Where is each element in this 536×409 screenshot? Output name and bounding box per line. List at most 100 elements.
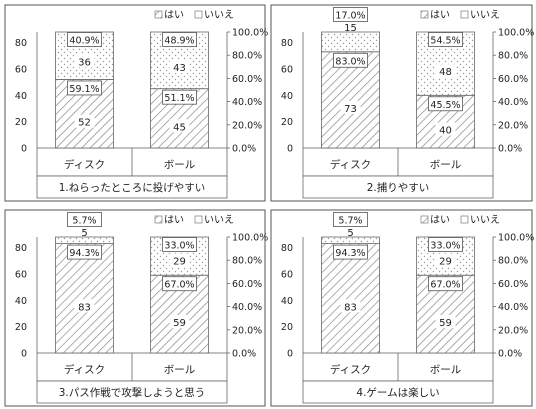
category-label: ディスク bbox=[330, 158, 371, 171]
percent-label-yes: 67.0% bbox=[164, 280, 194, 291]
percent-label-no: 54.5% bbox=[430, 36, 460, 47]
percent-label-no-box bbox=[333, 212, 368, 227]
right-tick-label: 40.0% bbox=[232, 97, 262, 108]
left-tick-label: 60 bbox=[15, 64, 27, 75]
right-tick-label: 80.0% bbox=[498, 256, 528, 267]
right-tick-label: 0.0% bbox=[232, 349, 256, 360]
percent-label-no: 17.0% bbox=[335, 11, 365, 22]
left-tick-label: 80 bbox=[281, 38, 293, 49]
value-label-no: 43 bbox=[173, 63, 186, 74]
bar-no bbox=[321, 31, 380, 53]
right-tick-label: 0.0% bbox=[498, 349, 522, 360]
percent-label-no-box bbox=[428, 32, 463, 47]
legend-swatch-yes bbox=[154, 10, 163, 19]
value-label-no-bg bbox=[169, 253, 190, 267]
value-label-yes: 52 bbox=[78, 118, 91, 129]
percent-label-no: 40.9% bbox=[69, 36, 99, 47]
legend-swatch-no bbox=[194, 10, 203, 19]
chart-panel-2: 0 20 40 60 80 0.0% 20.0% 40.0% 60.0% 80.0% 100.0% 7… bbox=[270, 4, 534, 202]
percent-label-yes-box bbox=[67, 244, 102, 260]
value-label-no: 5 bbox=[347, 228, 353, 239]
bar-no bbox=[416, 31, 475, 96]
percent-label-no-box bbox=[162, 237, 197, 252]
percent-label-no-box bbox=[67, 212, 102, 227]
legend-swatch-no bbox=[460, 10, 469, 19]
value-label-yes: 83 bbox=[78, 302, 91, 313]
legend-label-no: いいえ bbox=[204, 9, 234, 21]
percent-label-no-box bbox=[428, 237, 463, 252]
left-tick-label: 40 bbox=[15, 296, 27, 307]
percent-label-yes-box bbox=[162, 89, 197, 105]
legend-label-yes: はい bbox=[164, 9, 184, 21]
category-label: ボール bbox=[430, 159, 462, 171]
left-tick-label: 60 bbox=[281, 64, 293, 75]
category-label: ディスク bbox=[64, 363, 105, 376]
category-label: ディスク bbox=[330, 363, 371, 376]
bar-yes bbox=[55, 243, 114, 354]
left-tick-label: 20 bbox=[281, 322, 293, 333]
right-tick-label: 60.0% bbox=[232, 279, 262, 290]
value-label-yes: 45 bbox=[173, 122, 186, 133]
value-label-no-bg bbox=[74, 54, 95, 68]
right-tick-label: 100.0% bbox=[498, 233, 534, 244]
left-tick-label: 20 bbox=[15, 117, 27, 128]
legend-swatch-no bbox=[194, 215, 203, 224]
chart-panel-1: 0 20 40 60 80 0.0% 20.0% 40.0% 60.0% 80.0% 100.0% 5… bbox=[4, 4, 268, 202]
bar-no bbox=[321, 236, 380, 244]
left-tick-label: 0 bbox=[287, 349, 293, 360]
percent-label-no: 5.7% bbox=[338, 216, 362, 227]
left-tick-label: 80 bbox=[15, 243, 27, 254]
right-tick-label: 100.0% bbox=[498, 28, 534, 39]
panel-frame bbox=[270, 4, 533, 202]
panel-frame bbox=[4, 209, 266, 407]
value-label-yes-bg bbox=[435, 315, 456, 329]
value-label-no: 29 bbox=[439, 257, 452, 268]
right-tick-label: 80.0% bbox=[232, 256, 262, 267]
left-tick-label: 60 bbox=[281, 269, 293, 280]
caption-box bbox=[302, 175, 494, 199]
chart-panel-4: 0 20 40 60 80 0.0% 20.0% 40.0% 60.0% 80.0% 100.0% 8… bbox=[270, 209, 534, 407]
percent-label-yes: 45.5% bbox=[430, 100, 460, 111]
value-label-yes: 73 bbox=[344, 104, 357, 115]
value-label-yes-bg bbox=[340, 100, 361, 114]
percent-label-yes-box bbox=[162, 276, 197, 292]
percent-label-yes-box bbox=[428, 276, 463, 292]
value-label-yes-bg bbox=[74, 299, 95, 313]
chart-caption: 4.ゲームは楽しい bbox=[356, 386, 439, 399]
legend-label-no: いいえ bbox=[470, 9, 500, 21]
right-tick-label: 20.0% bbox=[232, 325, 262, 336]
value-label-no-bg bbox=[169, 60, 190, 74]
left-tick-label: 80 bbox=[15, 38, 27, 49]
legend-label-yes: はい bbox=[430, 214, 450, 226]
legend-label-yes: はい bbox=[164, 214, 184, 226]
value-label-no-bg bbox=[435, 253, 456, 267]
category-label: ディスク bbox=[64, 158, 105, 171]
percent-label-yes: 51.1% bbox=[164, 93, 194, 104]
value-label-yes: 59 bbox=[173, 318, 186, 329]
right-tick-label: 60.0% bbox=[498, 74, 528, 85]
left-tick-label: 60 bbox=[15, 269, 27, 280]
percent-label-yes-box bbox=[428, 96, 463, 112]
right-tick-label: 40.0% bbox=[232, 302, 262, 313]
legend-swatch-yes bbox=[420, 215, 429, 224]
category-label: ボール bbox=[430, 364, 462, 376]
right-tick-label: 0.0% bbox=[232, 144, 256, 155]
value-label-yes: 40 bbox=[439, 126, 452, 137]
category-label: ボール bbox=[164, 364, 196, 376]
legend-swatch-yes bbox=[420, 10, 429, 19]
left-tick-label: 40 bbox=[15, 91, 27, 102]
right-tick-label: 80.0% bbox=[498, 51, 528, 62]
percent-label-no-box bbox=[67, 32, 102, 47]
value-label-no-bg bbox=[435, 64, 456, 78]
right-tick-label: 60.0% bbox=[232, 74, 262, 85]
legend-label-no: いいえ bbox=[470, 214, 500, 226]
chart-panel-3: 0 20 40 60 80 0.0% 20.0% 40.0% 60.0% 80.0% 100.0% 8… bbox=[4, 209, 268, 407]
value-label-yes-bg bbox=[169, 315, 190, 329]
percent-label-no-box bbox=[333, 7, 368, 22]
legend-label-no: いいえ bbox=[204, 214, 234, 226]
left-tick-label: 0 bbox=[21, 144, 27, 155]
panel-frame bbox=[270, 209, 533, 407]
right-tick-label: 40.0% bbox=[498, 302, 528, 313]
percent-label-yes-box bbox=[333, 52, 368, 68]
bar-yes bbox=[321, 243, 380, 354]
